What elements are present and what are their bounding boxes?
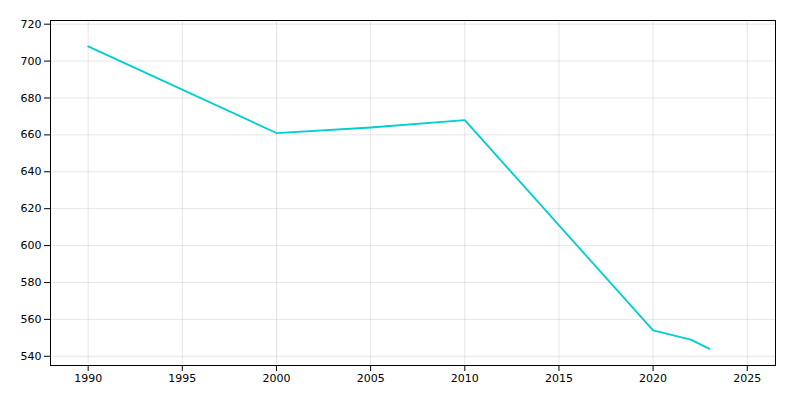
svg-text:2025: 2025 xyxy=(733,372,761,385)
svg-text:700: 700 xyxy=(21,55,42,68)
svg-text:1995: 1995 xyxy=(168,372,196,385)
svg-text:2020: 2020 xyxy=(639,372,667,385)
svg-text:1990: 1990 xyxy=(74,372,102,385)
svg-text:580: 580 xyxy=(21,276,42,289)
svg-text:540: 540 xyxy=(21,350,42,363)
svg-text:560: 560 xyxy=(21,313,42,326)
svg-text:660: 660 xyxy=(21,128,42,141)
svg-text:2005: 2005 xyxy=(357,372,385,385)
svg-text:2000: 2000 xyxy=(262,372,290,385)
svg-text:680: 680 xyxy=(21,92,42,105)
svg-text:2015: 2015 xyxy=(545,372,573,385)
svg-text:720: 720 xyxy=(21,18,42,31)
svg-text:640: 640 xyxy=(21,165,42,178)
svg-text:600: 600 xyxy=(21,239,42,252)
svg-text:2010: 2010 xyxy=(451,372,479,385)
svg-text:620: 620 xyxy=(21,202,42,215)
